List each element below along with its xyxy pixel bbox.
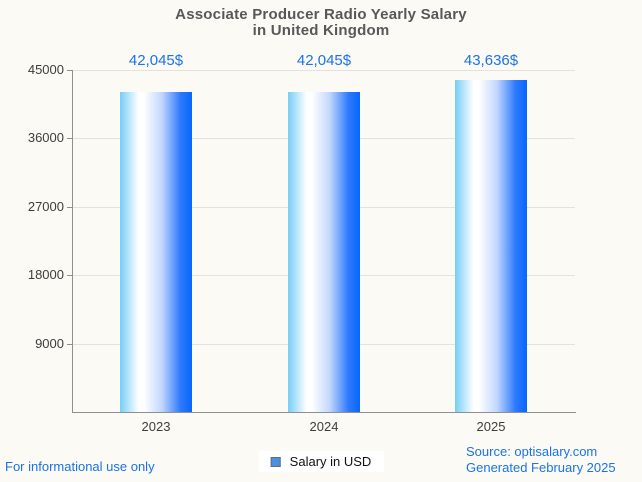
chart-title-line1: Associate Producer Radio Yearly Salary xyxy=(175,6,467,23)
disclaimer-text: For informational use only xyxy=(5,459,155,474)
y-axis-label: 9000 xyxy=(35,336,64,351)
bar-value-label: 42,045$ xyxy=(128,52,184,69)
source-attribution: Source: optisalary.com Generated Februar… xyxy=(466,444,616,476)
y-axis-label: 27000 xyxy=(27,199,64,214)
chart-title-line2: in United Kingdom xyxy=(252,22,390,39)
salary-bar-2023[interactable] xyxy=(120,92,192,412)
y-axis-label: 45000 xyxy=(27,62,64,77)
legend-label: Salary in USD xyxy=(289,454,372,469)
y-axis-label: 36000 xyxy=(27,130,64,145)
bar-value-label: 43,636$ xyxy=(463,52,519,69)
y-axis-tick xyxy=(67,344,72,345)
x-axis-label: 2025 xyxy=(476,419,506,434)
source-line: Source: optisalary.com xyxy=(466,444,598,459)
bar-value-label: 42,045$ xyxy=(296,52,352,69)
x-axis-label: 2023 xyxy=(141,419,171,434)
legend: Salary in USD xyxy=(258,451,384,472)
x-axis-label: 2024 xyxy=(309,419,339,434)
y-axis-label: 18000 xyxy=(27,267,64,282)
y-gridline xyxy=(73,70,575,71)
salary-bar-2025[interactable] xyxy=(455,80,527,412)
y-axis-tick xyxy=(67,70,72,71)
y-axis-tick xyxy=(67,275,72,276)
plot-area xyxy=(72,70,576,413)
y-axis-tick xyxy=(67,138,72,139)
generated-line: Generated February 2025 xyxy=(466,460,616,475)
legend-marker-square xyxy=(270,456,281,467)
salary-bar-2024[interactable] xyxy=(288,92,360,412)
y-axis-tick xyxy=(67,207,72,208)
